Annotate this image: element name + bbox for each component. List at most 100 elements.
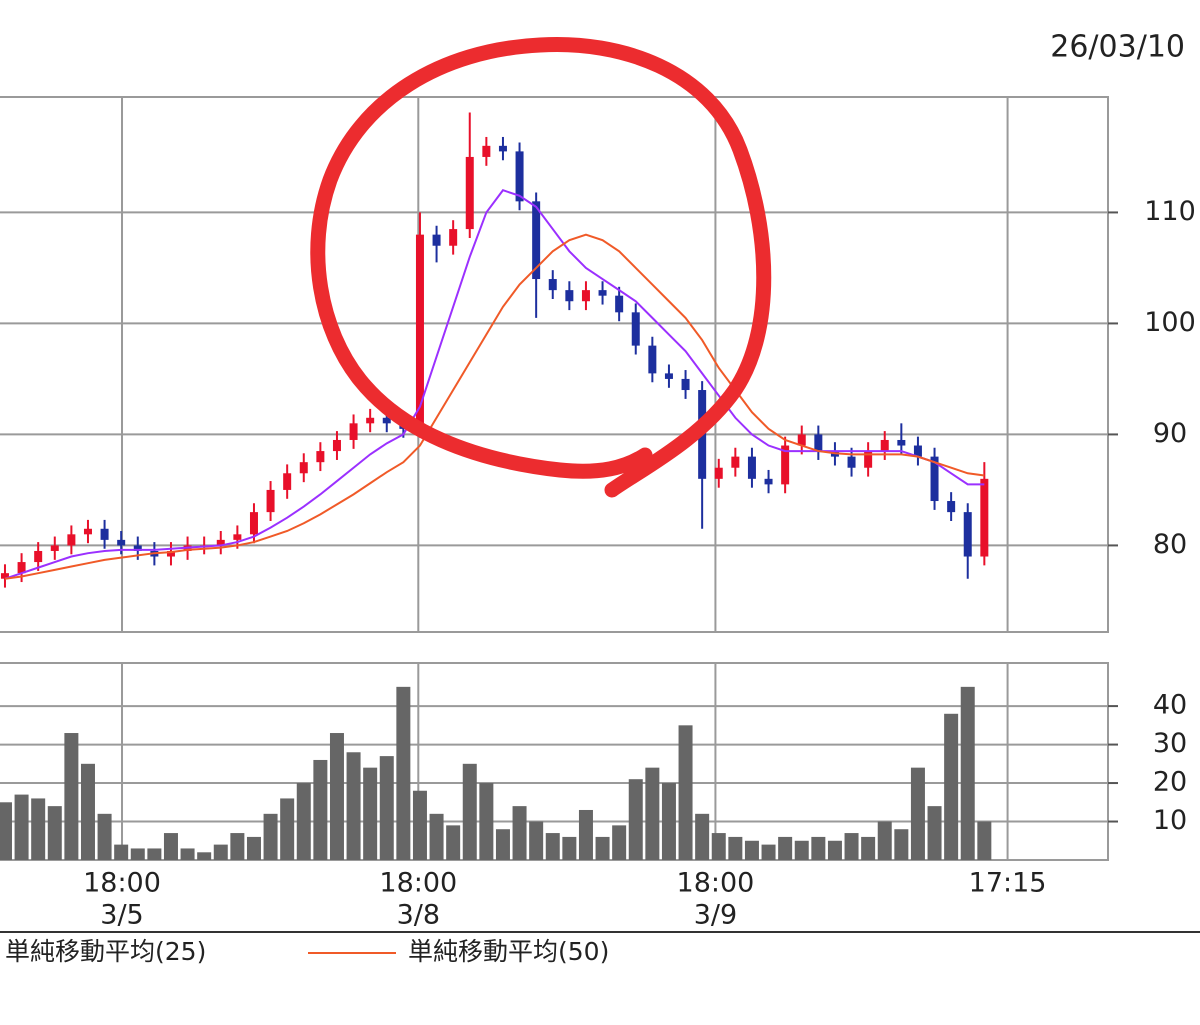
- candle-body: [100, 528, 109, 540]
- y-tick-label: 30: [1153, 728, 1187, 759]
- volume-bar: [495, 829, 510, 860]
- candle-body: [465, 156, 474, 230]
- legend-label: 単純移動平均(50): [408, 937, 609, 966]
- candle-body: [781, 445, 790, 485]
- volume-bar: [213, 844, 228, 860]
- candle-body: [731, 456, 740, 468]
- volume-bar: [529, 821, 544, 860]
- volume-bar: [661, 783, 676, 860]
- volume-bar: [778, 836, 793, 860]
- candle-body: [532, 201, 541, 280]
- candle-body: [664, 373, 673, 379]
- volume-bar: [927, 806, 942, 860]
- volume-bar: [47, 806, 62, 860]
- candle-body: [249, 512, 258, 535]
- volume-bar: [446, 825, 461, 860]
- volume-bar: [230, 833, 245, 860]
- volume-bar: [761, 844, 776, 860]
- y-tick-label: 110: [1144, 196, 1196, 227]
- volume-bar: [14, 794, 29, 860]
- volume-bar: [479, 783, 494, 860]
- candle-body: [83, 528, 92, 535]
- volume-bar: [462, 763, 477, 860]
- volume-bar: [114, 844, 129, 860]
- candle-body: [980, 478, 989, 557]
- x-tick-label: 18:00: [379, 868, 457, 899]
- volume-bar: [313, 759, 328, 860]
- volume-bar: [612, 825, 627, 860]
- candle-body: [67, 534, 76, 546]
- y-tick-label: 80: [1153, 529, 1187, 560]
- volume-bar: [811, 836, 826, 860]
- candle-body: [0, 573, 9, 579]
- volume-bar: [263, 813, 278, 860]
- candle-body: [366, 417, 375, 424]
- chart-title: 26/03/10: [1050, 30, 1185, 65]
- x-tick-date: 3/8: [397, 900, 440, 931]
- x-tick-label: 18:00: [677, 868, 755, 899]
- y-tick-label: 90: [1153, 418, 1187, 449]
- y-tick-label: 10: [1153, 805, 1187, 836]
- candle-body: [930, 456, 939, 502]
- candle-body: [50, 545, 59, 551]
- candle-body: [233, 534, 242, 540]
- candle-body: [316, 451, 325, 463]
- volume-bar: [711, 833, 726, 860]
- candle-body: [548, 279, 557, 291]
- candle-body: [382, 417, 391, 424]
- candle-body: [814, 434, 823, 452]
- candle-body: [897, 439, 906, 446]
- candle-body: [349, 423, 358, 440]
- candle-body: [947, 501, 956, 513]
- volume-bar: [64, 733, 79, 860]
- x-tick-label: 17:15: [969, 868, 1047, 899]
- volume-bar: [379, 756, 394, 860]
- candle-body: [747, 456, 756, 479]
- volume-bar: [329, 733, 344, 860]
- y-tick-label: 20: [1153, 767, 1187, 798]
- volume-bar: [628, 779, 643, 860]
- volume-bar: [894, 829, 909, 860]
- candle-body: [847, 456, 856, 468]
- volume-bar: [363, 767, 378, 860]
- candle-body: [432, 234, 441, 246]
- volume-bar: [977, 821, 992, 860]
- volume-bar: [562, 836, 577, 860]
- price-panel: [0, 96, 1109, 633]
- candle-body: [648, 345, 657, 374]
- candle-body: [166, 550, 175, 557]
- volume-bar: [429, 813, 444, 860]
- x-tick-label: 18:00: [83, 868, 161, 899]
- candle-body: [631, 312, 640, 346]
- volume-bar: [944, 713, 959, 860]
- candle-body: [266, 489, 275, 513]
- volume-bar: [180, 848, 195, 860]
- volume-bar: [844, 833, 859, 860]
- volume-bar: [910, 767, 925, 860]
- volume-bar: [197, 852, 212, 860]
- candle-body: [34, 550, 43, 563]
- volume-bar: [695, 813, 710, 860]
- volume-bar: [130, 848, 145, 860]
- volume-bar: [595, 836, 610, 860]
- candle-body: [764, 478, 773, 485]
- y-tick-label: 100: [1144, 307, 1196, 338]
- volume-bar: [396, 686, 411, 860]
- y-tick-label: 40: [1153, 690, 1187, 721]
- volume-bar: [877, 821, 892, 860]
- volume-bar: [728, 836, 743, 860]
- candle-body: [117, 539, 126, 546]
- candle-body: [714, 467, 723, 479]
- candle-body: [598, 290, 607, 296]
- x-tick-date: 3/5: [100, 900, 143, 931]
- x-tick-date: 3/9: [694, 900, 737, 931]
- candle-body: [449, 229, 458, 246]
- candle-body: [415, 234, 424, 429]
- volume-bar: [512, 806, 527, 860]
- volume-bar: [97, 813, 112, 860]
- candle-body: [498, 145, 507, 152]
- volume-bar: [794, 840, 809, 860]
- legend-label: 単純移動平均(25): [5, 937, 206, 966]
- candle-body: [864, 451, 873, 468]
- volume-bar: [163, 833, 178, 860]
